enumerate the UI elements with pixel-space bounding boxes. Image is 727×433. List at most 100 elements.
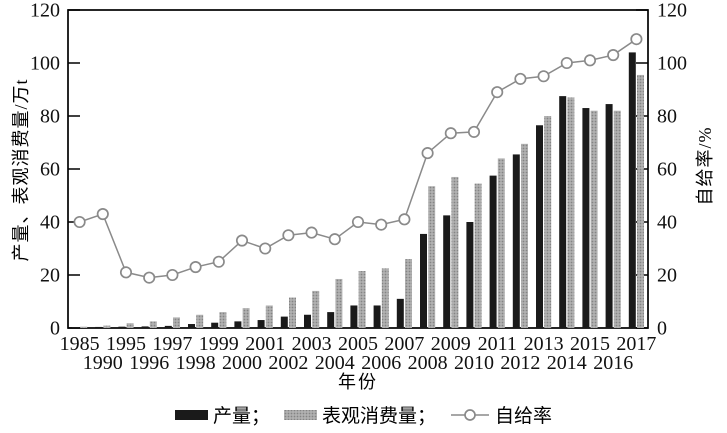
right-axis-title: 自给率/% <box>695 126 715 206</box>
self-sufficiency-marker <box>282 229 295 242</box>
right-axis-tick-label: 120 <box>657 0 687 22</box>
x-axis-tick-label: 2002 <box>268 352 308 374</box>
production-bar <box>211 322 219 328</box>
self-sufficiency-marker <box>375 218 388 231</box>
production-bar <box>72 327 79 328</box>
legend-item-production: 产量； <box>174 401 270 428</box>
x-axis-tick-label: 1997 <box>152 333 192 355</box>
self-sufficiency-marker <box>189 260 202 274</box>
self-sufficiency-marker <box>444 127 457 140</box>
production-bar <box>188 324 195 328</box>
left-axis-title: 产量、表观消费量/万t <box>11 78 31 262</box>
production-bar <box>396 298 404 328</box>
x-axis-tick-label: 2010 <box>454 352 494 374</box>
consumption-bar <box>381 268 389 328</box>
x-axis-tick-label: 1995 <box>106 333 146 355</box>
consumption-bar <box>149 321 157 328</box>
x-axis-tick-label: 2008 <box>408 352 448 374</box>
consumption-bar <box>289 297 296 328</box>
consumption-bar <box>497 158 505 328</box>
left-axis-tick-label: 80 <box>40 106 60 128</box>
consumption-bar <box>80 326 88 328</box>
left-axis-tick-label: 20 <box>40 265 60 287</box>
right-axis-tick-label: 0 <box>657 318 667 340</box>
self-sufficiency-marker <box>607 48 620 62</box>
consumption-bar <box>613 110 621 328</box>
x-axis-tick-label: 2017 <box>616 333 656 355</box>
production-bar <box>280 316 288 328</box>
x-axis-tick-label: 2001 <box>245 333 285 355</box>
x-axis-tick-label: 2007 <box>384 333 424 355</box>
x-axis-tick-label: 2014 <box>547 352 587 374</box>
consumption-bar <box>312 290 320 328</box>
production-bar <box>536 125 543 329</box>
self-sufficiency-marker <box>491 86 504 99</box>
left-axis-tick-label: 60 <box>40 159 60 181</box>
consumption-bar <box>196 314 204 328</box>
production-bar <box>164 325 172 328</box>
consumption-bar <box>405 259 412 328</box>
self-sufficiency-marker <box>73 215 86 229</box>
consumption-bar <box>173 317 180 328</box>
legend-production-label: 产量； <box>212 406 270 427</box>
right-axis-tick-label: 20 <box>657 265 677 287</box>
self-sufficiency-line <box>79 38 637 279</box>
production-bar <box>559 96 567 328</box>
consumption-bar <box>428 186 436 328</box>
production-swatch-icon <box>174 409 208 420</box>
x-axis-tick-label: 2015 <box>570 333 610 355</box>
x-axis-tick-label: 2005 <box>338 333 378 355</box>
line-marker-swatch-icon <box>451 408 489 421</box>
x-axis-tick-label: 1985 <box>60 333 100 355</box>
production-bar <box>628 52 636 329</box>
production-bar <box>257 320 265 328</box>
legend-item-self-sufficiency: 自给率 <box>450 401 552 428</box>
self-sufficiency-marker <box>421 147 434 160</box>
left-axis-tick-label: 0 <box>50 318 60 340</box>
left-axis-tick-label: 100 <box>30 53 60 75</box>
self-sufficiency-marker <box>583 54 597 67</box>
self-sufficiency-marker <box>119 266 133 279</box>
x-axis-tick-label: 2000 <box>222 352 262 374</box>
self-sufficiency-marker <box>560 56 573 70</box>
consumption-bar <box>242 308 250 328</box>
consumption-bar <box>590 110 598 328</box>
production-bar <box>234 321 242 328</box>
self-sufficiency-marker <box>235 234 249 247</box>
production-bar <box>443 215 451 328</box>
self-sufficiency-marker <box>630 33 643 46</box>
right-axis-tick-label: 60 <box>657 159 677 181</box>
consumption-bar <box>358 271 366 328</box>
x-axis-tick-label: 2004 <box>315 352 355 374</box>
self-sufficiency-marker <box>351 215 365 229</box>
production-bar <box>141 326 149 328</box>
right-axis-tick-label: 80 <box>657 106 677 128</box>
legend-self-sufficiency-label: 自给率 <box>495 406 553 427</box>
x-axis-tick-label: 2016 <box>593 352 633 374</box>
consumption-bar <box>335 278 343 328</box>
legend-consumption-label: 表观消费量； <box>321 406 436 427</box>
production-bar <box>466 222 474 328</box>
x-axis-tick-label: 2006 <box>361 352 401 374</box>
x-axis-tick-label: 1990 <box>83 352 123 374</box>
production-bar <box>327 312 335 328</box>
consumption-bar <box>567 97 575 328</box>
x-axis-tick-label: 2011 <box>478 333 517 355</box>
production-bar <box>118 326 126 328</box>
self-sufficiency-marker <box>259 242 272 255</box>
x-axis-tick-label: 2009 <box>431 333 471 355</box>
self-sufficiency-marker <box>166 268 179 282</box>
x-axis-tick-label: 2003 <box>292 333 332 355</box>
production-bar <box>512 154 520 328</box>
x-axis-tick-label: 2012 <box>500 352 540 374</box>
self-sufficiency-marker <box>212 255 225 268</box>
production-bar <box>605 104 613 328</box>
x-axis-tick-label: 1999 <box>199 333 239 355</box>
self-sufficiency-marker <box>537 70 550 83</box>
production-bar <box>373 305 381 328</box>
self-sufficiency-marker <box>305 226 318 239</box>
consumption-swatch-icon <box>283 409 317 420</box>
legend-item-consumption: 表观消费量； <box>283 401 436 428</box>
production-bar <box>304 314 311 328</box>
